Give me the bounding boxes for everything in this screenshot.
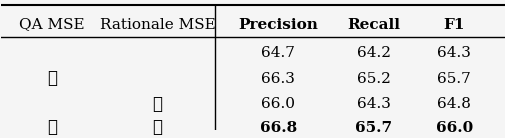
Text: Recall: Recall xyxy=(346,18,399,32)
Text: Precision: Precision xyxy=(238,18,318,32)
Text: 66.0: 66.0 xyxy=(261,97,294,112)
Text: ✓: ✓ xyxy=(46,119,57,136)
Text: 64.3: 64.3 xyxy=(436,46,470,60)
Text: QA MSE: QA MSE xyxy=(19,18,84,32)
Text: ✓: ✓ xyxy=(46,70,57,87)
Text: 66.3: 66.3 xyxy=(261,72,294,86)
Text: ✓: ✓ xyxy=(152,119,162,136)
Text: 66.0: 66.0 xyxy=(435,121,472,135)
Text: Rationale MSE: Rationale MSE xyxy=(99,18,215,32)
Text: ✓: ✓ xyxy=(152,96,162,113)
Text: 66.8: 66.8 xyxy=(259,121,296,135)
Text: 64.8: 64.8 xyxy=(436,97,470,112)
Text: 65.7: 65.7 xyxy=(355,121,391,135)
Text: 64.3: 64.3 xyxy=(356,97,390,112)
Text: 65.7: 65.7 xyxy=(436,72,470,86)
Text: 64.7: 64.7 xyxy=(261,46,294,60)
Text: 65.2: 65.2 xyxy=(356,72,390,86)
Text: 64.2: 64.2 xyxy=(356,46,390,60)
Text: F1: F1 xyxy=(443,18,464,32)
